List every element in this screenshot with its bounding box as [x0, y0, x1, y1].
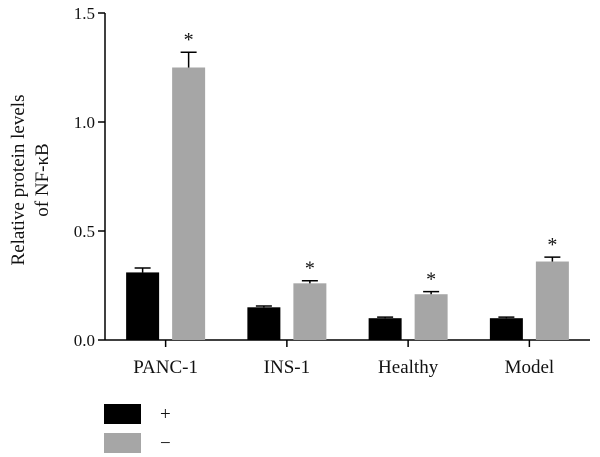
- significance-marker: *: [305, 258, 315, 280]
- y-axis-title-line2: of NF-κB: [32, 143, 53, 216]
- y-tick-label: 0.5: [74, 222, 95, 241]
- bar: [172, 67, 206, 340]
- significance-marker: *: [426, 269, 436, 291]
- bar: [489, 318, 523, 340]
- bar: [368, 318, 402, 340]
- significance-marker: *: [184, 29, 194, 51]
- x-tick-label: Model: [505, 357, 555, 378]
- y-tick-label: 1.5: [74, 4, 95, 23]
- bar: [247, 307, 281, 340]
- y-tick-label: 0.0: [74, 331, 95, 350]
- legend-swatch: [104, 404, 141, 424]
- x-tick-label: INS-1: [264, 357, 310, 378]
- bar: [126, 272, 160, 340]
- bars: * * * *: [126, 29, 569, 340]
- y-axis-title-line1: Relative protein levels: [8, 95, 29, 266]
- bar: [535, 261, 569, 340]
- bar: [414, 294, 448, 340]
- bar: [293, 283, 327, 340]
- legend-label: −: [160, 433, 171, 454]
- legend-swatch: [104, 433, 141, 453]
- y-axis-title: Relative protein levels of NF-κB: [8, 95, 53, 266]
- x-tick-label: Healthy: [378, 357, 439, 378]
- axes: 0.0 0.5 1.0 1.5 PANC-1 INS-1 Healthy Model: [74, 4, 590, 378]
- legend-label: +: [160, 404, 171, 425]
- x-tick-label: PANC-1: [133, 357, 198, 378]
- legend: +−: [104, 404, 171, 454]
- significance-marker: *: [547, 234, 557, 256]
- y-tick-label: 1.0: [74, 113, 95, 132]
